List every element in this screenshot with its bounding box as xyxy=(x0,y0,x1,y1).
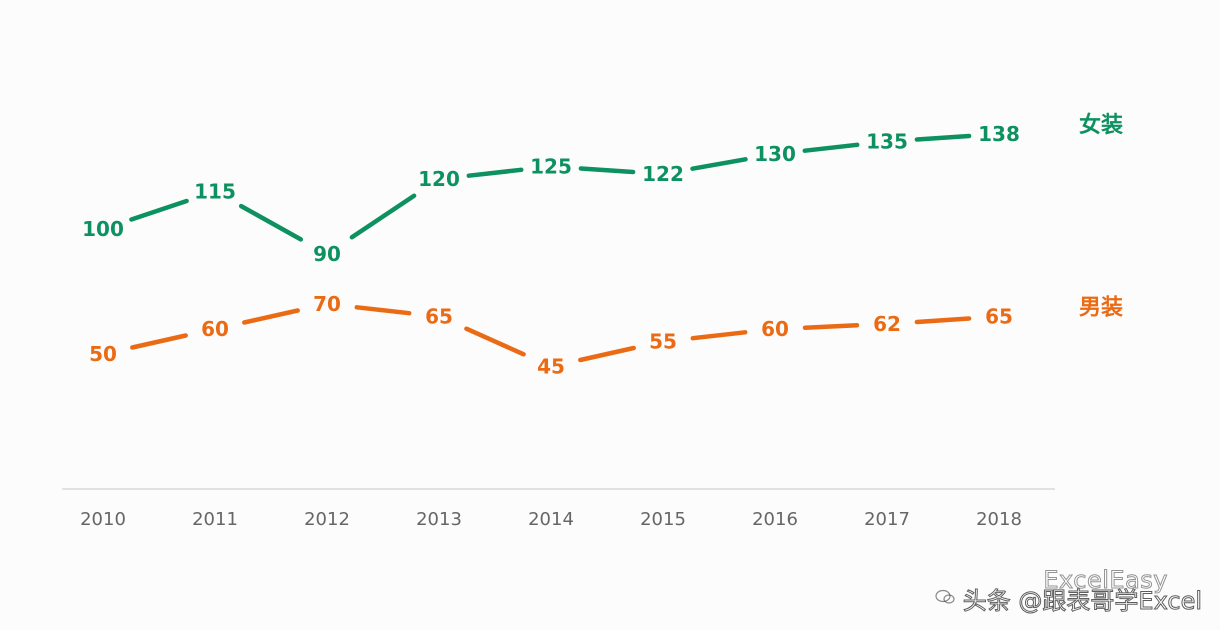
series-layer: 100 115 90 120 125 122 130 135 138 女装 50 60 70 65 45 55… xyxy=(82,112,1123,379)
data-label: 50 xyxy=(89,342,117,366)
line-segment xyxy=(690,330,748,341)
line-segment xyxy=(238,203,304,242)
x-tick-label: 2014 xyxy=(528,509,574,530)
watermark-brand: ExcelEasy xyxy=(1043,566,1168,595)
data-label: 138 xyxy=(978,122,1020,146)
data-label: 120 xyxy=(418,167,460,191)
line-segment xyxy=(690,157,748,171)
x-tick-label: 2017 xyxy=(864,509,910,530)
line-segment xyxy=(914,316,972,325)
x-tick-label: 2015 xyxy=(640,509,686,530)
line-segment xyxy=(914,133,972,142)
line-segment xyxy=(578,345,636,363)
line-segment xyxy=(802,142,860,153)
series-name-label: 男装 xyxy=(1079,296,1123,321)
series-1: 100 115 90 120 125 122 130 135 138 女装 xyxy=(82,112,1123,266)
line-segment xyxy=(129,198,189,222)
line-segment xyxy=(466,167,524,178)
data-label: 122 xyxy=(642,162,684,186)
line-segment xyxy=(464,326,526,357)
x-tick-label: 2012 xyxy=(304,509,350,530)
x-axis-ticks: 2010 2011 2012 2013 2014 2015 2016 2017 2018 xyxy=(80,509,1022,530)
line-segment xyxy=(242,308,300,325)
x-tick-label: 2011 xyxy=(192,509,238,530)
data-label: 90 xyxy=(313,242,341,266)
line-segment xyxy=(802,323,860,330)
x-tick-label: 2016 xyxy=(752,509,798,530)
data-label: 65 xyxy=(985,305,1013,329)
data-label: 65 xyxy=(425,305,453,329)
data-label: 45 xyxy=(537,355,565,379)
x-tick-label: 2010 xyxy=(80,509,126,530)
data-label: 130 xyxy=(754,142,796,166)
data-label: 60 xyxy=(761,317,789,341)
watermark-attribution-line: 头条 @跟表哥学Excel xyxy=(935,581,1203,616)
x-tick-label: 2013 xyxy=(416,509,462,530)
watermark-attribution: 头条 @跟表哥学Excel xyxy=(962,587,1202,616)
data-label: 60 xyxy=(201,317,229,341)
series-name-label: 女装 xyxy=(1079,112,1123,138)
line-segment xyxy=(578,166,636,175)
line-segment xyxy=(354,305,412,316)
data-label: 115 xyxy=(194,180,236,204)
data-label: 62 xyxy=(873,312,901,336)
data-label: 70 xyxy=(313,292,341,316)
data-label: 100 xyxy=(82,217,124,241)
series-2: 50 60 70 65 45 55 60 62 65 男装 xyxy=(89,292,1123,379)
data-label: 135 xyxy=(866,130,908,154)
line-segment xyxy=(130,333,188,350)
x-tick-label: 2018 xyxy=(976,509,1022,530)
wechat-icon xyxy=(935,583,955,604)
data-label: 55 xyxy=(649,330,677,354)
watermark: ExcelEasy 头条 @跟表哥学Excel xyxy=(882,566,1203,616)
data-label: 125 xyxy=(530,155,572,179)
line-segment xyxy=(349,193,417,240)
